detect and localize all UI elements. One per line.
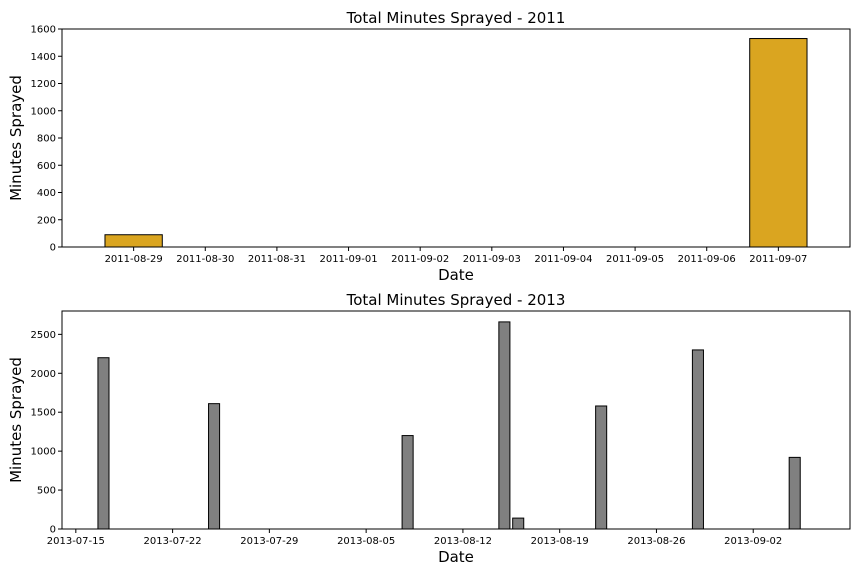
x-tick-label: 2011-08-29 (105, 254, 163, 265)
y-tick-label: 1200 (31, 79, 56, 90)
y-tick-label: 1000 (31, 447, 56, 458)
y-axis-label: Minutes Sprayed (7, 75, 25, 201)
y-tick-label: 500 (37, 486, 56, 497)
chart-title: Total Minutes Sprayed - 2011 (346, 9, 566, 27)
bar-2013-08-15 (498, 321, 511, 530)
x-tick-label: 2013-08-05 (337, 536, 395, 547)
y-tick-label: 1600 (31, 25, 56, 36)
chart-panel-1: 0 200 400 600 800 1000 1200 1400 1600 2011-08-29 2… (7, 9, 851, 284)
y-tick-label: 400 (37, 188, 56, 199)
y-axis-label: Minutes Sprayed (7, 357, 25, 483)
x-tick-label: 2011-09-02 (391, 254, 449, 265)
x-axis-label: Date (438, 548, 474, 566)
x-tick-label: 2013-09-02 (724, 536, 782, 547)
chart-panel-2: 0 500 1000 1500 2000 2500 2013-07-15 2013-07-22… (7, 291, 851, 566)
bar-2011-09-07 (749, 38, 808, 248)
x-tick-label: 2013-07-22 (144, 536, 202, 547)
bar-2013-08-22 (595, 405, 608, 530)
x-tick-label: 2013-08-19 (531, 536, 589, 547)
x-tick-label: 2011-09-03 (463, 254, 521, 265)
bar-2013-07-25 (208, 403, 221, 530)
y-tick-label: 0 (50, 525, 56, 536)
plot-frame (61, 28, 851, 248)
x-tick-label: 2011-08-31 (248, 254, 306, 265)
x-tick-label: 2011-09-07 (749, 254, 807, 265)
y-tick-label: 0 (50, 243, 56, 254)
x-tick-label: 2013-08-26 (627, 536, 685, 547)
bar-2013-08-16 (512, 517, 525, 530)
y-tick-label: 200 (37, 215, 56, 226)
x-tick-label: 2013-08-12 (434, 536, 492, 547)
x-tick-label: 2011-09-06 (678, 254, 736, 265)
bar-2013-08-29 (691, 349, 704, 530)
y-tick-label: 600 (37, 161, 56, 172)
x-tick-label: 2013-07-15 (47, 536, 105, 547)
bar-2013-09-05 (788, 456, 801, 530)
bar-2011-08-29 (104, 234, 163, 248)
y-tick-label: 2000 (31, 369, 56, 380)
y-tick-label: 2500 (31, 330, 56, 341)
chart-title: Total Minutes Sprayed - 2013 (346, 291, 566, 309)
y-tick-label: 1500 (31, 408, 56, 419)
bar-2013-07-17 (97, 357, 110, 530)
x-tick-label: 2011-09-05 (606, 254, 664, 265)
plot-frame (61, 310, 851, 530)
y-tick-label: 1000 (31, 106, 56, 117)
x-tick-label: 2011-09-01 (319, 254, 377, 265)
x-tick-label: 2013-07-29 (240, 536, 298, 547)
y-tick-label: 800 (37, 134, 56, 145)
bar-2013-08-08 (401, 435, 414, 530)
y-tick-label: 1400 (31, 52, 56, 63)
x-tick-label: 2011-09-04 (534, 254, 592, 265)
x-axis-label: Date (438, 266, 474, 284)
x-tick-label: 2011-08-30 (176, 254, 234, 265)
